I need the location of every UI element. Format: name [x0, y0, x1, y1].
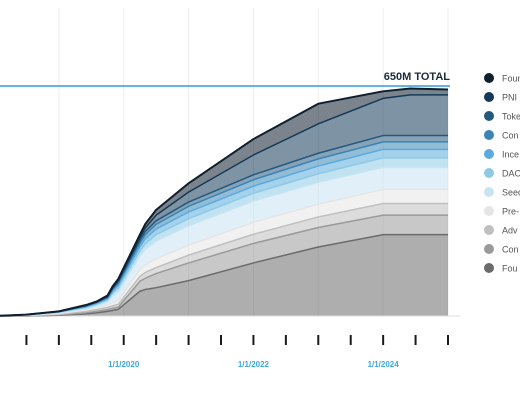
- legend: Foun PNI Toke Con Ince DAO Seed Pre- Adv Con Fou: [484, 73, 520, 274]
- legend-swatch: [484, 92, 494, 102]
- series-line-0: [0, 233, 448, 317]
- legend-label: Pre-: [502, 207, 519, 217]
- legend-swatch: [484, 149, 494, 159]
- legend-swatch: [484, 73, 494, 83]
- total-label: 650M TOTAL: [384, 71, 450, 83]
- x-tick-label: 1/1/2024: [368, 360, 400, 369]
- legend-swatch: [484, 263, 494, 273]
- legend-label: Con: [502, 245, 519, 255]
- legend-label: Adv: [502, 226, 518, 236]
- legend-label: Fou: [502, 264, 518, 274]
- legend-label: DAO: [502, 169, 520, 179]
- series-line-1: [0, 214, 448, 317]
- area-series-3: [0, 189, 448, 316]
- x-tick-label: 1/1/2020: [108, 360, 140, 369]
- legend-label: Con: [502, 131, 519, 141]
- area-series-0: [0, 234, 448, 316]
- legend-swatch: [484, 187, 494, 197]
- series-line-4: [0, 166, 448, 317]
- series-lines: [0, 87, 449, 317]
- area-series-4: [0, 167, 448, 316]
- legend-label: Toke: [502, 112, 520, 122]
- series-line-3: [0, 188, 448, 317]
- legend-swatch: [484, 168, 494, 178]
- legend-swatch: [484, 111, 494, 121]
- x-tick-label: 1/1/2022: [238, 360, 270, 369]
- legend-label: Foun: [502, 74, 520, 84]
- legend-label: Seed: [502, 188, 520, 198]
- legend-label: Ince: [502, 150, 519, 160]
- legend-swatch: [484, 206, 494, 216]
- x-axis: 1/1/2020 1/1/2022 1/1/2024: [25, 335, 449, 369]
- legend-label: PNI: [502, 93, 517, 103]
- series-line-10: [0, 87, 449, 317]
- area-series-9: [0, 94, 448, 316]
- legend-swatch: [484, 244, 494, 254]
- total-annotation: 650M TOTAL: [0, 71, 450, 87]
- area-series-1: [0, 215, 448, 316]
- legend-swatch: [484, 225, 494, 235]
- series-line-2: [0, 202, 448, 317]
- legend-swatch: [484, 130, 494, 140]
